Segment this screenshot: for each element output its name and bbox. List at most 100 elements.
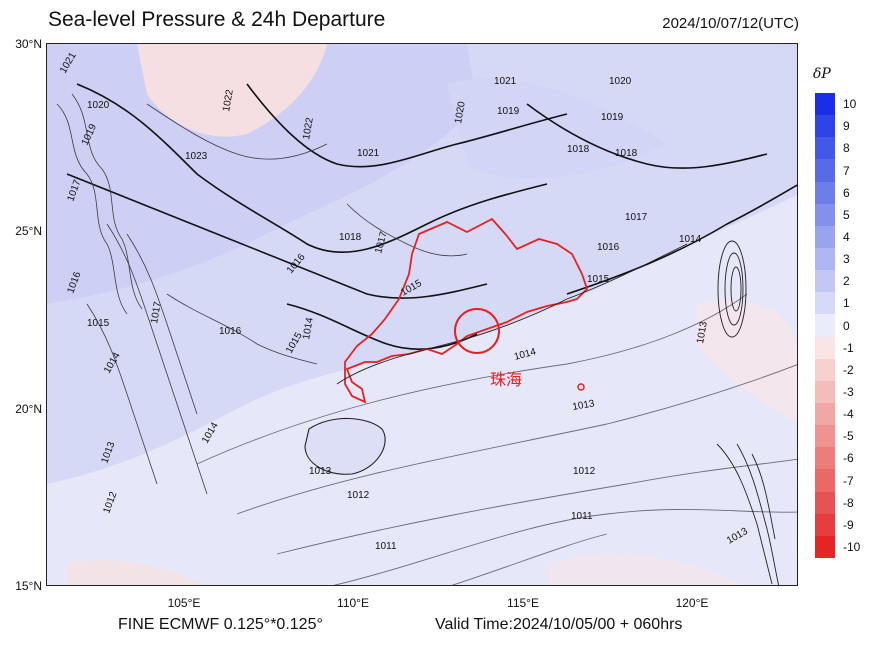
contour-label: 1020 [87, 100, 110, 111]
contour-label: 1015 [87, 318, 110, 329]
colorbar-label: -4 [843, 407, 854, 422]
positive-departure-east [447, 78, 667, 179]
colorbar-cell [815, 469, 835, 492]
contour-label: 1018 [339, 232, 362, 243]
contour-label: 1020 [609, 76, 632, 87]
contour-label: 1011 [375, 541, 397, 552]
colorbar-cell [815, 93, 835, 116]
colorbar-label: 3 [843, 252, 850, 267]
isobars-ocean [196, 293, 797, 585]
colorbar-label: 7 [843, 163, 850, 178]
map-panel: 1021 1020 1019 1022 1023 1022 1020 1021 … [46, 43, 798, 586]
hainan-island [304, 417, 386, 475]
negative-departure-southeast [547, 553, 744, 585]
colorbar-label: 0 [843, 318, 850, 333]
colorbar-label: -10 [843, 539, 861, 554]
zhuhai-highlight-circle [454, 308, 500, 354]
analysis-datetime: 2024/10/07/12(UTC) [662, 15, 799, 32]
colorbar-cell [815, 159, 835, 182]
colorbar-cell [815, 513, 835, 536]
negative-departure-south [67, 560, 204, 585]
contour-label: 1011 [571, 511, 593, 522]
contour-label: 1016 [219, 326, 242, 337]
terrain-contours [56, 93, 468, 495]
colorbar-label: 6 [843, 185, 850, 200]
colorbar [815, 93, 835, 558]
lon-label-105e: 105°E [167, 596, 201, 610]
contour-label: 1017 [625, 212, 648, 223]
colorbar-label: -3 [843, 384, 854, 399]
colorbar-label: -1 [843, 340, 854, 355]
isobars-land [66, 83, 797, 350]
contour-label: 1021 [357, 148, 380, 159]
guangdong-boundary [344, 217, 589, 404]
contour-label: 1017 [149, 300, 164, 324]
colorbar-cell [815, 358, 835, 381]
legend-symbol: δP [813, 66, 831, 82]
colorbar-cell [815, 336, 835, 359]
colorbar-cell [815, 225, 835, 248]
colorbar-cell [815, 115, 835, 138]
colorbar-label: -7 [843, 473, 854, 488]
colorbar-cell [815, 137, 835, 160]
colorbar-cell [815, 292, 835, 315]
contour-label: 1018 [615, 148, 638, 159]
taiwan-contours [717, 240, 747, 338]
colorbar-cell [815, 181, 835, 204]
island-marker [577, 383, 585, 391]
contour-label: 1014 [679, 234, 702, 245]
contour-label: 1013 [695, 320, 710, 344]
colorbar-label: 9 [843, 119, 850, 134]
lon-label-115e: 115°E [507, 596, 539, 610]
colorbar-cell [815, 491, 835, 514]
contour-label: 1020 [453, 100, 468, 124]
colorbar-label: -9 [843, 517, 854, 532]
contour-label: 1023 [185, 151, 208, 162]
model-source-label: FINE ECMWF 0.125°*0.125° [118, 616, 323, 633]
contour-label: 1012 [573, 466, 596, 477]
contour-label: 1022 [221, 88, 236, 112]
contour-label: 1019 [497, 106, 520, 117]
colorbar-cell [815, 203, 835, 226]
lon-label-110e: 110°E [337, 596, 369, 610]
lon-label-120e: 120°E [675, 596, 709, 610]
colorbar-label: -6 [843, 451, 854, 466]
contour-label: 1013 [309, 466, 332, 477]
chart-title: Sea-level Pressure & 24h Departure [48, 8, 386, 31]
negative-departure-north [137, 44, 327, 137]
luzon-contours [716, 443, 780, 585]
colorbar-label: 2 [843, 274, 850, 289]
colorbar-cell [815, 403, 835, 426]
colorbar-label: 1 [843, 296, 850, 311]
colorbar-cell [815, 380, 835, 403]
pressure-map: 1021 1020 1019 1022 1023 1022 1020 1021 … [47, 44, 797, 585]
valid-time-label: Valid Time:2024/10/05/00 + 060hrs [435, 616, 683, 633]
contour-label: 1018 [567, 144, 590, 155]
colorbar-label: 10 [843, 97, 857, 112]
colorbar-cell [815, 314, 835, 337]
colorbar-label: -2 [843, 362, 854, 377]
contour-label: 1019 [601, 112, 624, 123]
contour-label: 1012 [347, 490, 370, 501]
lat-label-15n: 15°N [15, 579, 42, 593]
colorbar-label: 4 [843, 229, 850, 244]
contour-label: 1016 [597, 242, 620, 253]
colorbar-cell [815, 425, 835, 448]
contour-label: 1013 [572, 398, 596, 413]
colorbar-cell [815, 447, 835, 470]
contour-label: 1022 [301, 116, 316, 140]
colorbar-label: -5 [843, 429, 854, 444]
colorbar-label: 5 [843, 207, 850, 222]
negative-departure-east-sea [697, 300, 797, 423]
lat-label-25n: 25°N [15, 224, 42, 238]
lat-label-20n: 20°N [15, 402, 42, 416]
contour-label: 1014 [301, 316, 316, 340]
contour-label: 1021 [494, 76, 517, 87]
coastline [336, 243, 688, 385]
colorbar-cell [815, 270, 835, 293]
colorbar-label: 8 [843, 141, 850, 156]
colorbar-cell [815, 535, 835, 558]
zhuhai-label: 珠海 [490, 372, 523, 389]
colorbar-label: -8 [843, 495, 854, 510]
lat-label-30n: 30°N [15, 37, 42, 51]
